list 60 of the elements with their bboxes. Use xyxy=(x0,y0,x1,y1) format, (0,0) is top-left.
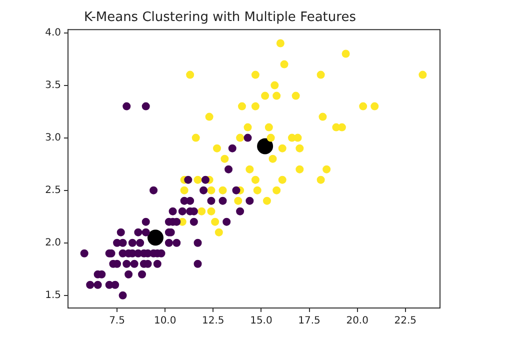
point xyxy=(359,102,368,110)
point xyxy=(253,186,262,194)
point xyxy=(342,50,350,58)
y-tick-label: 2.0 xyxy=(45,237,61,248)
point xyxy=(186,70,194,79)
point xyxy=(316,70,325,79)
x-tick-label: 12.5 xyxy=(202,316,224,327)
point xyxy=(238,102,246,110)
point xyxy=(198,207,206,216)
y-tick-label: 2.5 xyxy=(45,184,61,196)
y-tick-label: 4.0 xyxy=(45,27,61,38)
point xyxy=(234,196,242,205)
point xyxy=(316,176,325,184)
x-tick-label: 20.0 xyxy=(346,316,368,327)
point xyxy=(268,154,277,163)
point xyxy=(211,218,220,226)
point xyxy=(318,112,327,121)
x-tick-label: 10.0 xyxy=(154,316,176,327)
point xyxy=(280,60,288,68)
point xyxy=(212,144,221,152)
point xyxy=(251,176,260,184)
point xyxy=(194,176,202,184)
point xyxy=(236,134,244,142)
point xyxy=(218,186,227,194)
point xyxy=(272,186,281,194)
x-tick-label: 22.5 xyxy=(394,316,417,327)
point xyxy=(246,165,254,174)
point xyxy=(294,134,302,142)
y-tick-label: 3.5 xyxy=(45,80,61,91)
point xyxy=(244,123,252,132)
point xyxy=(220,154,229,163)
x-tick-label: 15.0 xyxy=(250,316,272,327)
point xyxy=(261,92,270,100)
point xyxy=(322,165,331,174)
y-tick-label: 1.5 xyxy=(45,290,61,301)
point xyxy=(266,134,275,142)
point xyxy=(205,112,214,121)
point xyxy=(192,134,200,142)
point xyxy=(262,196,271,205)
point xyxy=(214,228,223,236)
point xyxy=(270,81,279,90)
point xyxy=(370,102,379,110)
point xyxy=(296,165,304,174)
point xyxy=(292,92,300,100)
point xyxy=(418,70,427,79)
y-tick-label: 3.0 xyxy=(45,132,61,144)
chart-title: K-Means Clustering with Multiple Features xyxy=(84,10,356,26)
point xyxy=(251,102,260,110)
point xyxy=(278,176,286,184)
point xyxy=(207,186,216,194)
point xyxy=(276,39,284,48)
point xyxy=(296,144,304,152)
point xyxy=(207,207,216,216)
point xyxy=(278,144,286,152)
point xyxy=(180,186,188,194)
point xyxy=(264,123,273,132)
x-tick-label: 7.5 xyxy=(109,316,125,327)
point xyxy=(251,70,260,79)
point xyxy=(272,92,281,100)
x-tick-label: 17.5 xyxy=(298,316,320,327)
